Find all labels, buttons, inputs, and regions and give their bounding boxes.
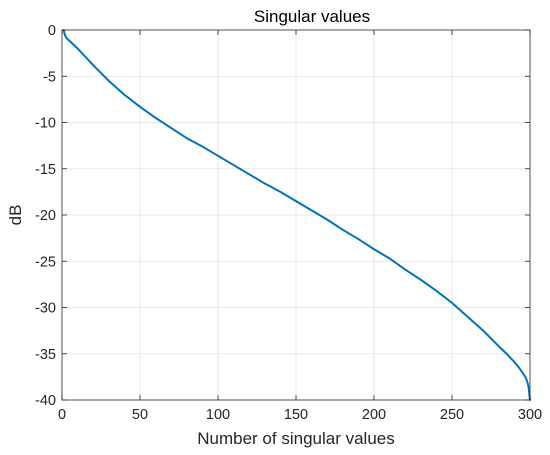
y-tick-label: -15 <box>35 162 56 178</box>
y-tick-label: -20 <box>35 208 56 224</box>
x-axis-label: Number of singular values <box>197 429 394 448</box>
x-tick-label: 50 <box>132 407 148 423</box>
y-tick-label: -30 <box>35 301 56 317</box>
chart-title: Singular values <box>254 7 370 26</box>
y-tick-label: -35 <box>35 347 56 363</box>
y-tick-label: -25 <box>35 254 56 270</box>
y-tick-label: -10 <box>35 116 56 132</box>
y-tick-label: -5 <box>43 69 56 85</box>
x-tick-label: 150 <box>284 407 308 423</box>
grid <box>62 30 530 400</box>
x-tick-label: 100 <box>206 407 230 423</box>
y-tick-label: 0 <box>48 23 56 39</box>
series-line-1 <box>62 29 531 401</box>
series-layer <box>62 29 531 401</box>
x-tick-label: 200 <box>362 407 386 423</box>
x-tick-label: 250 <box>440 407 464 423</box>
ticks: 0 50 100 150 200 250 300 0 -5 -10 -15 -20 -25 -30 -35 -… <box>35 23 542 423</box>
x-tick-label: 300 <box>518 407 542 423</box>
y-tick-label: -40 <box>35 393 56 409</box>
x-tick-label: 0 <box>58 407 66 423</box>
y-axis-label: dB <box>6 205 25 226</box>
